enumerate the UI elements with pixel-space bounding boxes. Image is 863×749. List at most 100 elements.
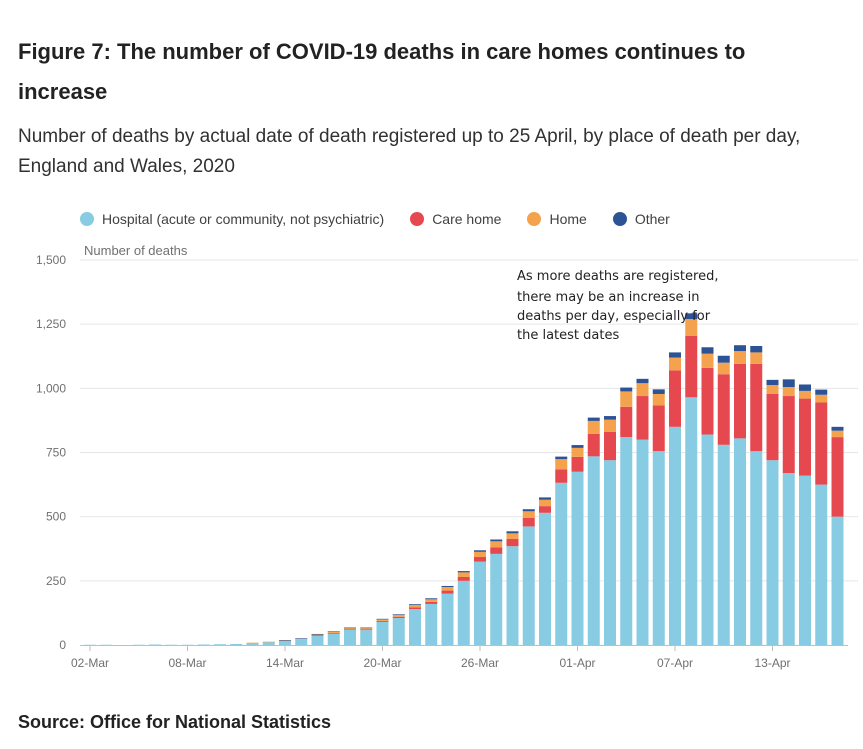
bar-home-12-mar[interactable] [246, 642, 259, 644]
bar-hospital-acute-or-community-not-psychiatric-30-mar[interactable] [539, 512, 551, 645]
bar-care-home-08-apr[interactable] [685, 335, 698, 398]
bar-care-home-22-mar[interactable] [409, 607, 421, 610]
bar-home-31-mar[interactable] [555, 459, 568, 470]
bar-other-25-mar[interactable] [457, 571, 470, 573]
bar-home-08-apr[interactable] [685, 319, 698, 336]
bar-home-10-apr[interactable] [717, 362, 730, 375]
bar-other-10-apr[interactable] [717, 355, 730, 363]
bar-other-26-mar[interactable] [474, 550, 486, 552]
bar-hospital-acute-or-community-not-psychiatric-10-mar[interactable] [214, 644, 226, 645]
bar-hospital-acute-or-community-not-psychiatric-19-mar[interactable] [360, 630, 373, 645]
bar-home-21-mar[interactable] [392, 614, 405, 617]
bar-home-24-mar[interactable] [441, 586, 454, 591]
bar-hospital-acute-or-community-not-psychiatric-17-apr[interactable] [831, 516, 844, 645]
bar-home-19-mar[interactable] [360, 628, 373, 630]
bar-hospital-acute-or-community-not-psychiatric-03-apr[interactable] [604, 460, 616, 645]
bar-other-13-apr[interactable] [766, 379, 779, 385]
bar-other-17-apr[interactable] [831, 426, 844, 431]
bar-hospital-acute-or-community-not-psychiatric-08-apr[interactable] [685, 397, 698, 645]
bar-hospital-acute-or-community-not-psychiatric-25-mar[interactable] [457, 580, 470, 645]
bar-care-home-20-mar[interactable] [376, 620, 389, 622]
bar-home-16-apr[interactable] [815, 394, 828, 403]
bar-home-23-mar[interactable] [425, 599, 438, 602]
bar-home-13-apr[interactable] [766, 384, 779, 394]
bar-care-home-19-mar[interactable] [360, 629, 373, 631]
bar-hospital-acute-or-community-not-psychiatric-15-mar[interactable] [295, 639, 308, 645]
bar-hospital-acute-or-community-not-psychiatric-26-mar[interactable] [474, 561, 486, 645]
bar-other-03-apr[interactable] [604, 416, 616, 420]
bar-hospital-acute-or-community-not-psychiatric-13-apr[interactable] [766, 460, 779, 645]
bar-care-home-05-apr[interactable] [636, 396, 649, 440]
bar-care-home-01-apr[interactable] [571, 456, 584, 472]
bar-hospital-acute-or-community-not-psychiatric-16-apr[interactable] [815, 484, 828, 645]
bar-hospital-acute-or-community-not-psychiatric-12-apr[interactable] [750, 451, 763, 645]
bar-hospital-acute-or-community-not-psychiatric-18-mar[interactable] [344, 629, 356, 645]
bar-hospital-acute-or-community-not-psychiatric-29-mar[interactable] [522, 526, 535, 645]
bar-home-25-mar[interactable] [457, 572, 470, 577]
bar-other-14-apr[interactable] [782, 379, 795, 388]
bar-care-home-23-mar[interactable] [425, 601, 438, 604]
bar-other-07-apr[interactable] [669, 352, 681, 358]
bar-home-15-mar[interactable] [295, 638, 308, 640]
bar-other-24-mar[interactable] [441, 585, 454, 587]
bar-other-23-mar[interactable] [425, 598, 438, 600]
bar-other-08-apr[interactable] [685, 313, 698, 320]
bar-home-16-mar[interactable] [311, 634, 324, 635]
bar-hospital-acute-or-community-not-psychiatric-16-mar[interactable] [311, 635, 324, 645]
bar-hospital-acute-or-community-not-psychiatric-13-mar[interactable] [262, 641, 275, 645]
bar-care-home-18-mar[interactable] [344, 629, 356, 630]
bar-hospital-acute-or-community-not-psychiatric-04-apr[interactable] [620, 437, 633, 645]
bar-hospital-acute-or-community-not-psychiatric-09-apr[interactable] [701, 434, 714, 645]
bar-hospital-acute-or-community-not-psychiatric-15-apr[interactable] [799, 475, 811, 645]
bar-home-17-apr[interactable] [831, 430, 844, 438]
legend-item-care-home[interactable]: Care home [410, 211, 501, 227]
bar-home-26-mar[interactable] [474, 551, 486, 557]
bar-home-05-apr[interactable] [636, 383, 649, 397]
bar-home-07-apr[interactable] [669, 357, 681, 371]
bar-hospital-acute-or-community-not-psychiatric-27-mar[interactable] [490, 553, 503, 645]
bar-other-19-mar[interactable] [360, 627, 373, 629]
bar-home-27-mar[interactable] [490, 541, 503, 548]
bar-hospital-acute-or-community-not-psychiatric-24-mar[interactable] [441, 593, 454, 645]
bar-other-11-apr[interactable] [734, 345, 746, 352]
bar-care-home-17-apr[interactable] [831, 437, 844, 517]
bar-hospital-acute-or-community-not-psychiatric-20-mar[interactable] [376, 621, 389, 645]
legend-item-other[interactable]: Other [612, 211, 670, 227]
bar-hospital-acute-or-community-not-psychiatric-09-mar[interactable] [197, 644, 210, 646]
bar-home-14-apr[interactable] [782, 387, 795, 397]
bar-home-22-mar[interactable] [409, 604, 421, 608]
bar-care-home-27-mar[interactable] [490, 547, 503, 554]
bar-other-15-apr[interactable] [799, 384, 811, 391]
bar-home-20-mar[interactable] [376, 619, 389, 621]
bar-care-home-14-apr[interactable] [782, 396, 795, 474]
bar-other-18-mar[interactable] [344, 627, 356, 629]
bar-home-15-apr[interactable] [799, 390, 811, 399]
bar-other-09-apr[interactable] [701, 347, 714, 354]
bar-other-16-mar[interactable] [311, 633, 324, 635]
bar-care-home-21-mar[interactable] [392, 616, 405, 619]
bar-care-home-17-mar[interactable] [327, 632, 340, 634]
bar-other-29-mar[interactable] [522, 509, 535, 512]
bar-care-home-06-apr[interactable] [652, 405, 665, 452]
bar-home-29-mar[interactable] [522, 511, 535, 518]
bar-hospital-acute-or-community-not-psychiatric-02-apr[interactable] [587, 456, 600, 645]
bar-other-14-mar[interactable] [279, 640, 291, 641]
bar-home-09-apr[interactable] [701, 353, 714, 368]
bar-hospital-acute-or-community-not-psychiatric-05-apr[interactable] [636, 439, 649, 645]
bar-care-home-31-mar[interactable] [555, 469, 568, 483]
bar-other-15-mar[interactable] [295, 638, 308, 639]
bar-hospital-acute-or-community-not-psychiatric-23-mar[interactable] [425, 603, 438, 645]
bar-hospital-acute-or-community-not-psychiatric-06-mar[interactable] [149, 644, 161, 646]
bar-home-03-apr[interactable] [604, 419, 616, 432]
bar-other-04-apr[interactable] [620, 387, 633, 392]
bar-hospital-acute-or-community-not-psychiatric-14-apr[interactable] [782, 473, 795, 645]
bar-home-12-apr[interactable] [750, 352, 763, 364]
bar-home-11-apr[interactable] [734, 351, 746, 364]
bar-home-30-mar[interactable] [539, 499, 551, 507]
bar-other-01-apr[interactable] [571, 445, 584, 448]
bar-care-home-09-apr[interactable] [701, 367, 714, 435]
bar-hospital-acute-or-community-not-psychiatric-06-apr[interactable] [652, 451, 665, 645]
bar-care-home-16-apr[interactable] [815, 402, 828, 485]
bar-home-13-mar[interactable] [262, 641, 275, 643]
bar-home-28-mar[interactable] [506, 533, 519, 539]
